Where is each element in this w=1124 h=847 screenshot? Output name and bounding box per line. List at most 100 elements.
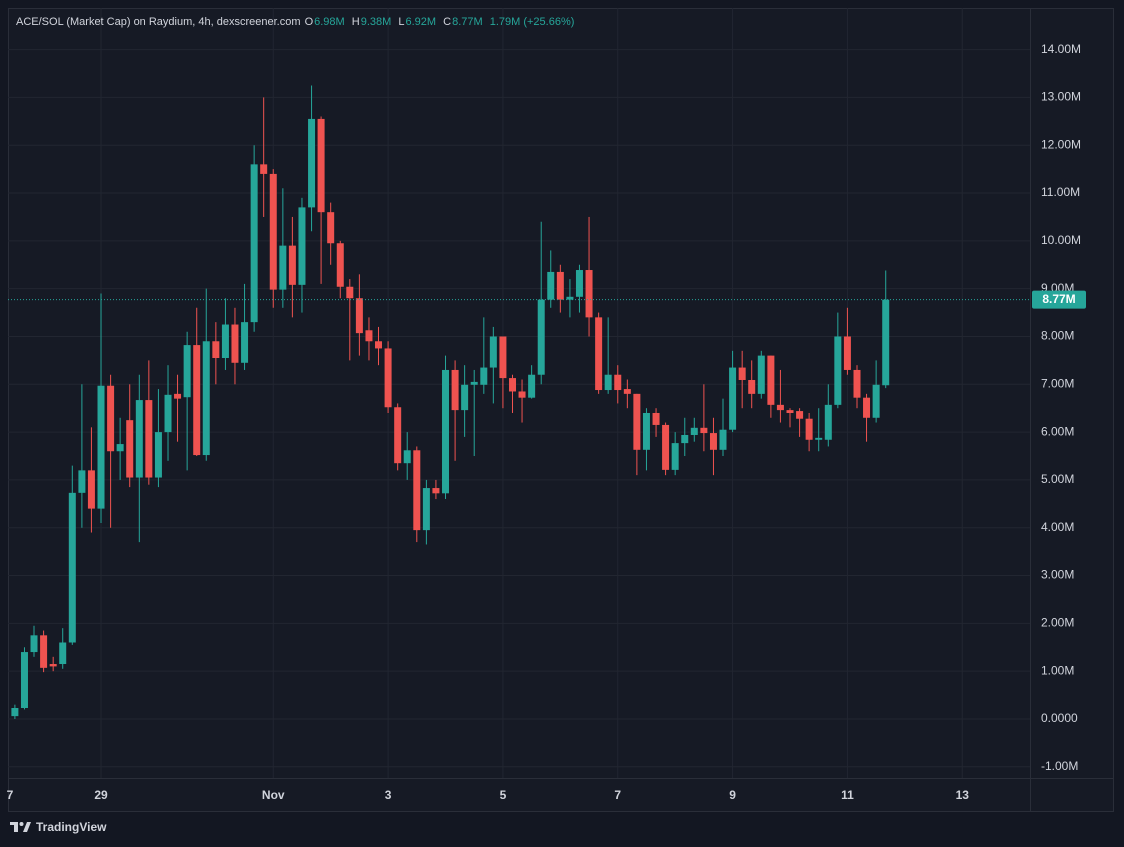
- y-tick-label: 3.00M: [1041, 568, 1074, 582]
- candle-body: [786, 410, 794, 413]
- candle-body: [662, 424, 670, 470]
- candle-body: [729, 367, 737, 430]
- candle-body: [796, 411, 804, 419]
- candle-body: [394, 407, 402, 464]
- candle-body: [413, 450, 421, 531]
- candle-body: [528, 374, 536, 398]
- candle-body: [719, 429, 727, 450]
- candle-body: [241, 322, 249, 363]
- y-tick-label: 10.00M: [1041, 233, 1081, 247]
- candle-body: [633, 393, 641, 450]
- candle-body: [757, 355, 765, 394]
- y-tick-label: -1.00M: [1041, 759, 1078, 773]
- candle-body: [288, 245, 296, 285]
- candle-body: [671, 443, 679, 470]
- close-value: 8.77M: [452, 16, 483, 28]
- change-value: 1.79M (+25.66%): [489, 16, 575, 28]
- candle-body: [221, 324, 229, 358]
- candle-body: [107, 385, 115, 452]
- high-label: H: [351, 16, 360, 28]
- candles: [11, 85, 890, 719]
- candle-body: [509, 378, 517, 392]
- last-price-badge: [1032, 290, 1086, 309]
- candle-body: [451, 369, 459, 411]
- candle-body: [690, 427, 698, 435]
- candle-body: [652, 412, 660, 425]
- candle-body: [279, 245, 287, 290]
- candle-body: [623, 389, 631, 394]
- candle-body: [585, 270, 593, 318]
- candle-body: [87, 470, 95, 509]
- y-tick-label: 12.00M: [1041, 137, 1081, 151]
- candle-body: [547, 271, 555, 300]
- candle-body: [595, 317, 603, 391]
- candle-body: [231, 324, 239, 363]
- candle-body: [489, 336, 497, 368]
- y-tick-label: 4.00M: [1041, 520, 1074, 534]
- candle-body: [805, 418, 813, 440]
- candle-body: [575, 270, 583, 297]
- x-tick-label: 13: [956, 788, 970, 802]
- grid: [8, 8, 1030, 778]
- candle-body: [164, 394, 172, 433]
- x-tick-label: 29: [94, 788, 108, 802]
- candle-body: [709, 433, 717, 450]
- candle-body: [442, 369, 450, 494]
- x-tick-label: 11: [841, 788, 854, 802]
- candle-body: [269, 173, 277, 290]
- candle-body: [499, 336, 507, 379]
- candle-body: [40, 635, 48, 668]
- y-tick-label: 8.00M: [1041, 329, 1074, 343]
- candle-body: [68, 492, 76, 643]
- candle-body: [738, 367, 746, 380]
- candle-body: [767, 355, 775, 405]
- ohlc-legend: ACE/SOL (Market Cap) on Raydium, 4h, dex…: [16, 16, 578, 28]
- x-tick-label: Nov: [262, 788, 285, 802]
- attribution: TradingView: [36, 820, 107, 834]
- legend-title: ACE/SOL (Market Cap) on Raydium, 4h, dex…: [16, 16, 301, 28]
- footer: TradingView: [10, 820, 106, 834]
- candle-body: [834, 336, 842, 405]
- candle-body: [566, 296, 574, 300]
- candle-body: [815, 437, 823, 440]
- y-tick-label: 5.00M: [1041, 472, 1074, 486]
- candle-body: [824, 404, 832, 440]
- y-tick-label: 11.00M: [1041, 185, 1080, 199]
- candle-body: [49, 664, 57, 667]
- candle-body: [375, 341, 383, 349]
- candle-body: [537, 299, 545, 375]
- candle-body: [776, 404, 784, 411]
- low-label: L: [398, 16, 405, 28]
- y-tick-label: 1.00M: [1041, 663, 1074, 677]
- candle-body: [250, 164, 258, 323]
- candle-body: [518, 391, 526, 398]
- high-value: 9.38M: [360, 16, 392, 28]
- candle-body: [748, 379, 756, 394]
- candle-body: [604, 374, 612, 391]
- candle-body: [470, 381, 478, 385]
- candle-body: [346, 286, 354, 299]
- y-tick-label: 2.00M: [1041, 616, 1074, 630]
- x-tick-label: 3: [385, 788, 392, 802]
- candle-body: [97, 385, 105, 509]
- candle-body: [212, 341, 220, 358]
- candle-body: [116, 444, 124, 452]
- low-value: 6.92M: [405, 16, 437, 28]
- candle-body: [872, 384, 880, 418]
- candle-body: [432, 488, 440, 494]
- overlay: -1.00M 0.0000 1.00M 2.00M 3.00M 4.00M 5.00M 6.0…: [7, 42, 1086, 802]
- y-tick-label: 7.00M: [1041, 376, 1074, 390]
- close-label: C: [443, 16, 452, 28]
- candle-body: [308, 118, 316, 208]
- candle-body: [174, 393, 182, 399]
- candle-body: [365, 330, 373, 342]
- candle-body: [260, 164, 268, 174]
- candle-body: [317, 118, 325, 213]
- candle-body: [681, 434, 689, 444]
- candle-body: [384, 348, 392, 408]
- candle-body: [336, 243, 344, 287]
- candle-body: [556, 271, 564, 300]
- open-value: 6.98M: [314, 16, 345, 28]
